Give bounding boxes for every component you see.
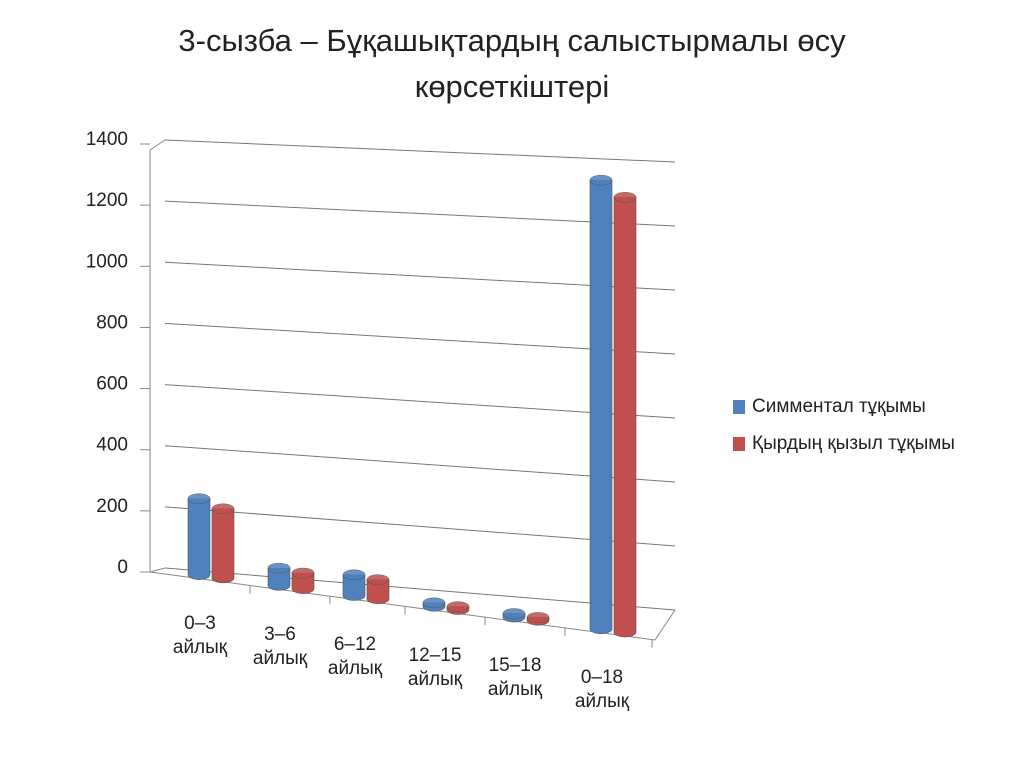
side-wall-edge — [149, 139, 166, 151]
bar-cap — [446, 601, 470, 613]
bar — [291, 572, 315, 594]
bar-cap — [502, 608, 526, 619]
y-tick-label: 0 — [117, 557, 128, 578]
bar-cap — [211, 503, 235, 515]
bar — [342, 574, 366, 601]
bar-cap — [589, 174, 613, 186]
bar-cap — [526, 612, 550, 623]
y-tick-label: 1200 — [86, 190, 128, 211]
legend-label: Қырдың қызыл тұқымы — [752, 433, 955, 454]
legend-swatch — [733, 437, 745, 451]
bar-cap — [267, 562, 291, 574]
bar-cap — [291, 567, 315, 579]
x-tick-label: 15–18 айлық — [487, 655, 543, 701]
bar — [211, 508, 235, 584]
bar — [187, 498, 211, 580]
y-tick-label: 600 — [96, 374, 128, 395]
bar — [589, 179, 613, 634]
floor-edge — [149, 571, 656, 641]
bar — [366, 579, 390, 604]
bar-cap — [187, 493, 211, 504]
y-tick-label: 800 — [96, 312, 128, 333]
bar-cap — [422, 597, 446, 609]
y-tick-label: 1000 — [86, 251, 128, 272]
grid-line — [164, 139, 676, 163]
legend-label: Симментал тұқымы — [752, 396, 926, 417]
y-tick-label: 1400 — [86, 129, 128, 150]
x-tick-label: 12–15 айлық — [407, 644, 463, 690]
bar-cap — [366, 574, 390, 586]
bar — [267, 567, 291, 591]
side-wall-edge — [149, 567, 166, 573]
y-tick-label: 400 — [96, 435, 128, 456]
bar-cap — [342, 569, 366, 581]
x-tick-label: 6–12 айлық — [327, 633, 383, 679]
chart-title: 3-сызба – Бұқашықтардың салыстырмалы өсу… — [178, 23, 846, 104]
bar — [613, 196, 637, 638]
floor-edge — [654, 609, 676, 641]
x-tick-label: 3–6 айлық — [252, 623, 308, 669]
y-tick-label: 200 — [96, 496, 128, 517]
bar-cap — [613, 191, 637, 203]
x-tick-label: 0–3 айлық — [172, 613, 228, 659]
x-tick-label: 0–18 айлық — [574, 667, 630, 713]
legend-swatch — [733, 400, 745, 414]
